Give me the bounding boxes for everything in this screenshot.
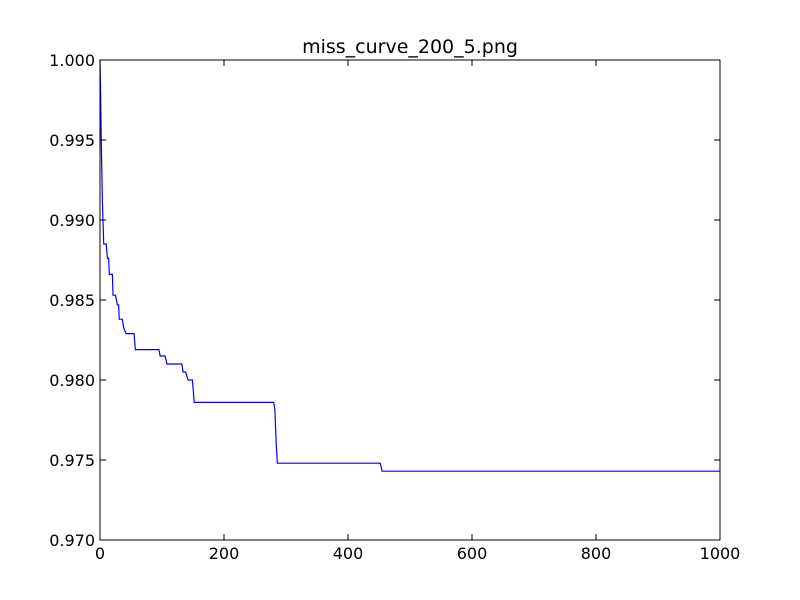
x-tick-label: 400 (333, 544, 364, 563)
x-tick-label: 600 (457, 544, 488, 563)
x-tick-label: 800 (581, 544, 612, 563)
x-axis: 0 200 400 600 800 1000 (95, 60, 740, 563)
y-tick-label: 1.000 (49, 51, 95, 70)
plot-area (100, 60, 720, 540)
x-tick-label: 200 (209, 544, 240, 563)
series-layer (99, 59, 720, 472)
y-tick-label: 0.985 (49, 291, 95, 310)
series-line (99, 59, 720, 472)
chart-title: miss_curve_200_5.png (302, 36, 518, 58)
plot-frame (99, 59, 721, 541)
y-tick-label: 0.995 (49, 131, 95, 150)
y-tick-label: 0.980 (49, 371, 95, 390)
y-tick-label: 0.970 (49, 531, 95, 550)
y-tick-label: 0.990 (49, 211, 95, 230)
y-tick-label: 0.975 (49, 451, 95, 470)
x-tick-label: 0 (95, 544, 105, 563)
x-tick-label: 1000 (700, 544, 741, 563)
